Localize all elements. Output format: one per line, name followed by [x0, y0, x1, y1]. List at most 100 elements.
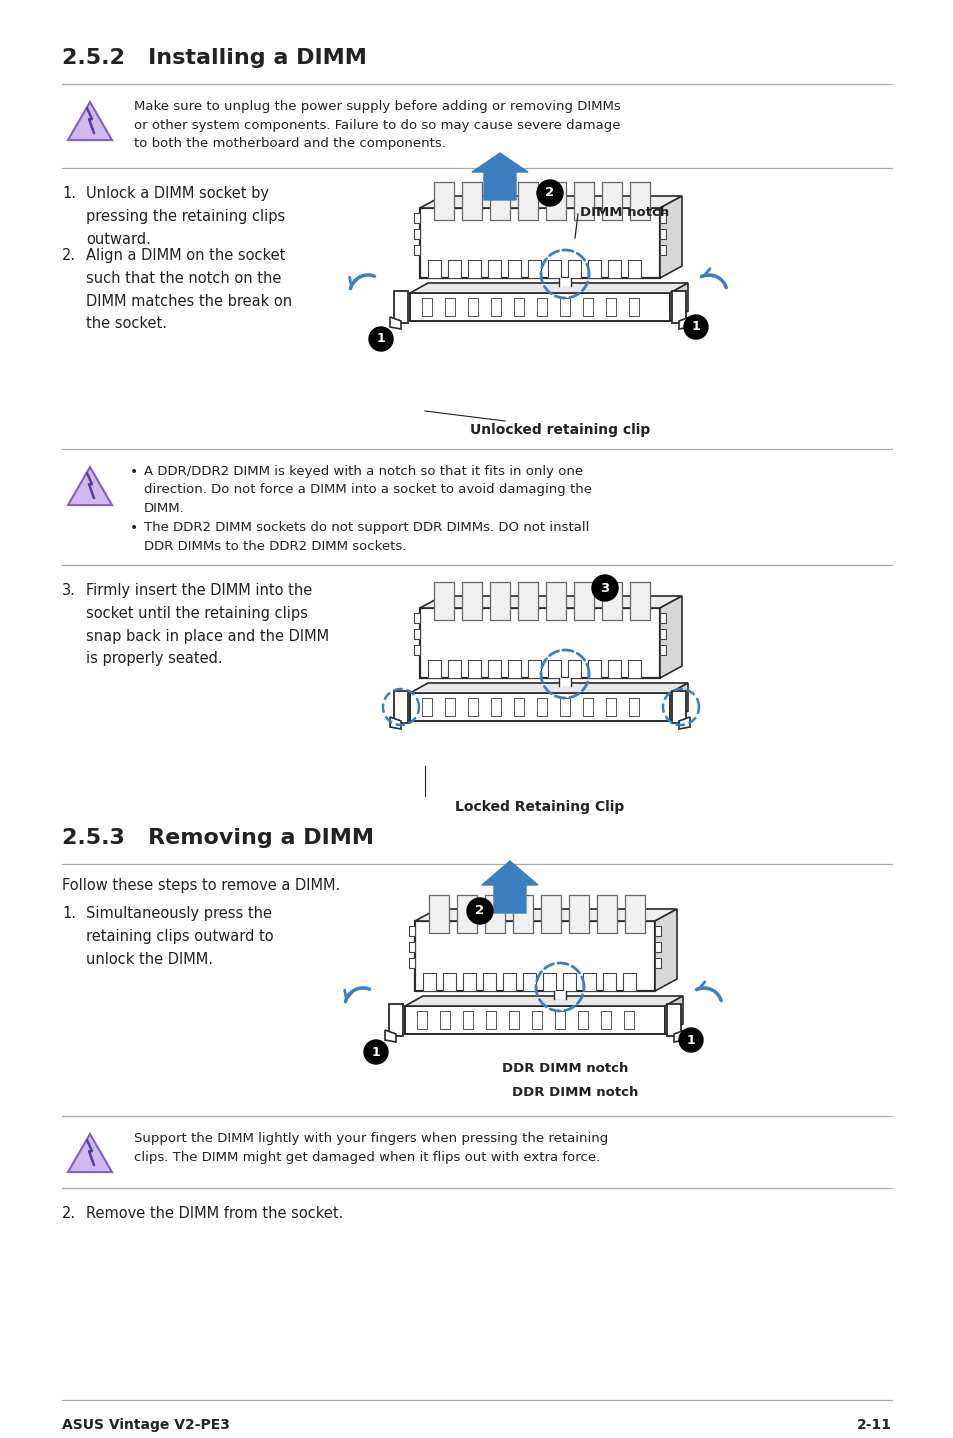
Polygon shape	[669, 283, 687, 321]
Bar	[409, 958, 415, 968]
Bar	[655, 958, 660, 968]
Polygon shape	[671, 290, 685, 324]
Bar	[582, 974, 596, 991]
Bar	[434, 183, 454, 220]
Polygon shape	[655, 909, 677, 991]
Bar	[488, 260, 500, 278]
Bar	[414, 229, 419, 239]
Polygon shape	[405, 1007, 664, 1034]
Polygon shape	[410, 311, 687, 321]
Bar	[659, 613, 665, 623]
Text: 2.5.3   Removing a DIMM: 2.5.3 Removing a DIMM	[62, 828, 374, 848]
Polygon shape	[419, 595, 681, 608]
Text: Locked Retaining Clip: Locked Retaining Clip	[455, 800, 624, 814]
Text: DIMM notch: DIMM notch	[579, 206, 669, 219]
Polygon shape	[389, 1004, 402, 1035]
Text: DDR DIMM notch: DDR DIMM notch	[511, 1086, 638, 1099]
Bar	[409, 926, 415, 936]
Text: A DDR/DDR2 DIMM is keyed with a notch so that it fits in only one
direction. Do : A DDR/DDR2 DIMM is keyed with a notch so…	[144, 464, 592, 515]
Polygon shape	[419, 209, 659, 278]
Text: 2: 2	[475, 905, 484, 917]
Polygon shape	[664, 997, 682, 1034]
Bar	[567, 660, 580, 677]
Bar	[540, 894, 560, 933]
Bar	[542, 974, 556, 991]
Bar	[414, 244, 419, 255]
Bar	[587, 260, 600, 278]
Text: 2-11: 2-11	[856, 1418, 891, 1432]
Text: 1: 1	[691, 321, 700, 334]
Text: Firmly insert the DIMM into the
socket until the retaining clips
snap back in pl: Firmly insert the DIMM into the socket u…	[86, 582, 329, 666]
Text: 1.: 1.	[62, 186, 76, 201]
Polygon shape	[415, 920, 655, 991]
Bar	[507, 260, 520, 278]
Text: Align a DIMM on the socket
such that the notch on the
DIMM matches the break on
: Align a DIMM on the socket such that the…	[86, 247, 292, 331]
Circle shape	[364, 1040, 388, 1064]
Text: Unlock a DIMM socket by
pressing the retaining clips
outward.: Unlock a DIMM socket by pressing the ret…	[86, 186, 285, 246]
Bar	[414, 613, 419, 623]
Text: 1: 1	[372, 1045, 380, 1058]
Bar	[414, 646, 419, 654]
Circle shape	[679, 1028, 702, 1053]
Text: DDR DIMM notch: DDR DIMM notch	[501, 1063, 627, 1076]
Bar	[602, 974, 616, 991]
Bar	[607, 260, 620, 278]
Bar	[655, 942, 660, 952]
Text: Remove the DIMM from the socket.: Remove the DIMM from the socket.	[86, 1206, 343, 1221]
Bar	[513, 894, 533, 933]
Polygon shape	[68, 1135, 112, 1172]
Bar	[629, 183, 649, 220]
Circle shape	[369, 326, 393, 351]
Bar	[659, 628, 665, 638]
Bar	[624, 894, 644, 933]
Bar	[507, 660, 520, 677]
Bar	[484, 894, 504, 933]
Text: 3: 3	[599, 581, 609, 594]
Bar	[414, 628, 419, 638]
Text: 1: 1	[376, 332, 385, 345]
Polygon shape	[666, 1004, 680, 1035]
Bar	[462, 974, 476, 991]
Bar	[517, 582, 537, 620]
Polygon shape	[669, 683, 687, 720]
Bar	[607, 660, 620, 677]
Bar	[558, 677, 571, 686]
Polygon shape	[405, 1024, 682, 1034]
Text: 2.: 2.	[62, 1206, 76, 1221]
Text: 1: 1	[686, 1034, 695, 1047]
Polygon shape	[410, 693, 669, 720]
Polygon shape	[394, 692, 408, 723]
Polygon shape	[390, 718, 400, 729]
Polygon shape	[659, 196, 681, 278]
Bar	[545, 582, 565, 620]
Bar	[428, 660, 440, 677]
Bar	[574, 183, 594, 220]
Bar	[461, 183, 481, 220]
Polygon shape	[410, 683, 687, 693]
Bar	[429, 894, 449, 933]
Bar	[434, 582, 454, 620]
Circle shape	[537, 180, 562, 206]
Polygon shape	[394, 290, 408, 324]
Bar	[414, 213, 419, 223]
Bar	[490, 183, 510, 220]
Bar	[627, 260, 640, 278]
Bar	[527, 660, 540, 677]
Bar	[456, 894, 476, 933]
Text: Unlocked retaining clip: Unlocked retaining clip	[470, 423, 649, 437]
Bar	[562, 974, 576, 991]
Polygon shape	[671, 692, 685, 723]
Bar	[627, 660, 640, 677]
Circle shape	[467, 897, 493, 925]
Bar	[468, 660, 480, 677]
Text: ASUS Vintage V2-PE3: ASUS Vintage V2-PE3	[62, 1418, 230, 1432]
Bar	[502, 974, 516, 991]
Text: Simultaneously press the
retaining clips outward to
unlock the DIMM.: Simultaneously press the retaining clips…	[86, 906, 274, 966]
Bar	[655, 926, 660, 936]
Bar	[468, 260, 480, 278]
Bar	[629, 582, 649, 620]
Bar	[659, 244, 665, 255]
Bar	[409, 942, 415, 952]
Text: Support the DIMM lightly with your fingers when pressing the retaining
clips. Th: Support the DIMM lightly with your finge…	[133, 1132, 608, 1163]
Text: 3.: 3.	[62, 582, 76, 598]
